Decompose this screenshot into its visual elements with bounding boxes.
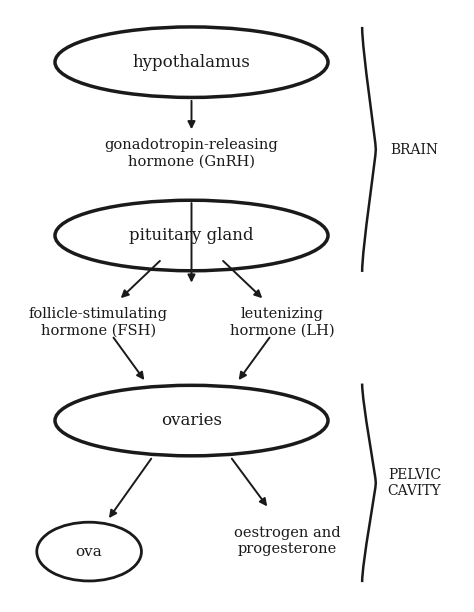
Text: oestrogen and
progesterone: oestrogen and progesterone: [234, 526, 340, 556]
Text: hypothalamus: hypothalamus: [133, 54, 250, 70]
Text: ovaries: ovaries: [161, 412, 222, 429]
Text: leutenizing
hormone (LH): leutenizing hormone (LH): [230, 307, 335, 338]
Text: ova: ova: [76, 545, 102, 559]
Text: PELVIC
CAVITY: PELVIC CAVITY: [388, 468, 441, 498]
Text: gonadotropin-releasing
hormone (GnRH): gonadotropin-releasing hormone (GnRH): [105, 138, 278, 168]
Text: follicle-stimulating
hormone (FSH): follicle-stimulating hormone (FSH): [29, 307, 168, 338]
Text: pituitary gland: pituitary gland: [129, 227, 254, 244]
Text: BRAIN: BRAIN: [391, 143, 438, 157]
